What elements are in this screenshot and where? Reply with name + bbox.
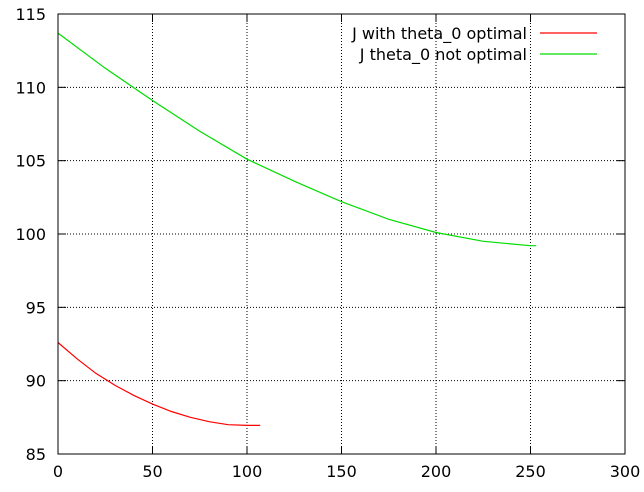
y-tick-label: 100 <box>15 225 46 244</box>
series-line-1 <box>57 342 261 426</box>
y-tick-label: 95 <box>26 298 46 317</box>
grid-lines <box>58 14 625 454</box>
x-tick-label: 300 <box>610 462 641 481</box>
x-tick-label: 150 <box>326 462 357 481</box>
y-tick-label: 85 <box>26 445 46 464</box>
x-tick-label: 50 <box>142 462 162 481</box>
y-tick-label: 115 <box>15 5 46 24</box>
series-lines <box>57 32 537 426</box>
x-tick-label: 250 <box>515 462 546 481</box>
legend-label-1: J with theta_0 optimal <box>351 24 527 44</box>
legend-label-2: J theta_0 not optimal <box>359 45 527 65</box>
x-tick-label: 100 <box>232 462 263 481</box>
axes: 0 50 100 150 200 250 300 85 90 95 100 105 110 115 <box>15 5 640 481</box>
x-tick-label: 0 <box>53 462 63 481</box>
series-line-2 <box>57 32 537 247</box>
y-tick-label: 105 <box>15 152 46 171</box>
y-tick-label: 90 <box>26 372 46 391</box>
y-tick-label: 110 <box>15 78 46 97</box>
x-tick-label: 200 <box>421 462 452 481</box>
plot-frame <box>57 13 626 455</box>
